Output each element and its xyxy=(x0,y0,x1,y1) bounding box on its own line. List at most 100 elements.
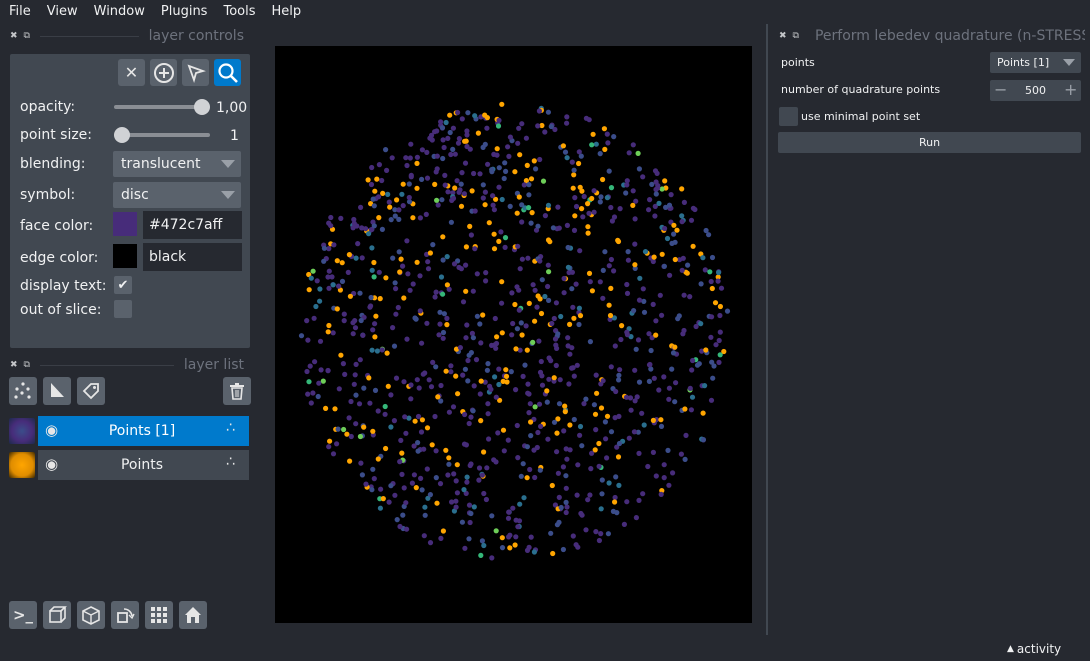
menu-view[interactable]: View xyxy=(46,4,78,19)
point-marker xyxy=(433,289,439,295)
point-marker xyxy=(423,211,429,217)
run-button[interactable]: Run xyxy=(778,132,1081,153)
display-text-checkbox[interactable]: ✔ xyxy=(114,276,132,294)
point-marker xyxy=(336,386,342,392)
point-marker xyxy=(553,362,559,369)
decrement-icon[interactable]: − xyxy=(994,80,1008,99)
point-marker xyxy=(512,301,518,308)
point-marker xyxy=(546,269,552,275)
symbol-dropdown[interactable]: disc xyxy=(113,182,241,208)
close-dock-icon[interactable]: ✖ xyxy=(10,360,18,370)
point-marker xyxy=(321,245,327,251)
point-marker xyxy=(706,232,712,238)
face-color-swatch[interactable] xyxy=(113,212,137,236)
point-marker xyxy=(710,375,716,381)
add-points-button[interactable] xyxy=(150,59,177,86)
dock-splitter[interactable] xyxy=(766,24,768,635)
face-color-input[interactable]: #472c7aff xyxy=(143,211,242,239)
layer-row[interactable]: ◉ Points ∴ xyxy=(8,450,249,480)
transpose-button[interactable] xyxy=(111,601,139,629)
delete-points-button[interactable]: ✕ xyxy=(118,59,145,86)
menu-tools[interactable]: Tools xyxy=(223,4,256,19)
menu-window[interactable]: Window xyxy=(93,4,145,19)
blending-dropdown[interactable]: translucent xyxy=(113,151,241,177)
point-marker xyxy=(666,396,672,402)
point-marker xyxy=(717,329,723,335)
point-size-slider-track[interactable] xyxy=(114,133,210,137)
point-marker xyxy=(573,542,579,548)
point-marker xyxy=(481,542,487,549)
grid-view-button[interactable] xyxy=(145,601,173,629)
point-size-slider-handle[interactable] xyxy=(114,127,130,143)
close-dock-icon[interactable]: ✖ xyxy=(10,31,18,41)
viewer-canvas[interactable] xyxy=(275,46,752,623)
point-marker xyxy=(533,166,539,172)
points-param-dropdown[interactable]: Points [1] xyxy=(990,52,1081,73)
point-marker xyxy=(602,249,608,255)
opacity-slider-handle[interactable] xyxy=(194,99,210,115)
point-marker xyxy=(479,472,485,478)
reset-view-button[interactable] xyxy=(179,601,207,629)
point-marker xyxy=(603,436,609,442)
point-marker xyxy=(459,116,465,122)
point-marker xyxy=(440,155,446,162)
point-marker xyxy=(440,329,447,336)
point-marker xyxy=(407,287,413,293)
delete-layer-button[interactable] xyxy=(223,377,251,405)
edge-color-swatch[interactable] xyxy=(113,244,137,268)
console-button[interactable]: >_ xyxy=(9,601,37,629)
float-dock-icon[interactable]: ⧉ xyxy=(23,360,30,370)
point-marker xyxy=(457,345,463,351)
nq-spinbox[interactable]: − 500 + xyxy=(990,80,1081,101)
opacity-slider-track[interactable] xyxy=(114,105,206,109)
menu-plugins[interactable]: Plugins xyxy=(160,4,208,19)
point-marker xyxy=(516,194,522,200)
roll-dims-button[interactable] xyxy=(77,601,105,629)
point-marker xyxy=(499,535,505,541)
activity-toggle[interactable]: ▲ activity xyxy=(1007,642,1061,656)
menu-help[interactable]: Help xyxy=(271,4,302,19)
close-dock-icon[interactable]: ✖ xyxy=(779,31,787,41)
point-marker xyxy=(467,146,473,152)
chevron-down-icon xyxy=(1063,59,1075,66)
point-marker xyxy=(715,274,721,280)
new-points-layer-button[interactable] xyxy=(9,377,37,405)
point-marker xyxy=(546,297,552,303)
minimal-point-set-checkbox[interactable] xyxy=(779,107,798,126)
edge-color-input[interactable]: black xyxy=(143,243,242,271)
point-marker xyxy=(433,169,439,175)
point-marker xyxy=(445,472,451,478)
new-labels-layer-button[interactable] xyxy=(77,377,105,405)
point-marker xyxy=(656,387,662,393)
point-marker xyxy=(721,348,727,355)
point-marker xyxy=(561,290,567,296)
out-of-slice-checkbox[interactable] xyxy=(114,300,132,318)
toggle-ndisplay-button[interactable] xyxy=(43,601,71,629)
blending-value: translucent xyxy=(121,156,201,172)
point-marker xyxy=(433,448,439,454)
select-points-button[interactable] xyxy=(182,59,209,86)
point-marker xyxy=(527,401,533,407)
point-marker xyxy=(427,135,433,141)
point-marker xyxy=(500,427,507,433)
eye-icon[interactable]: ◉ xyxy=(45,455,59,473)
layer-row[interactable]: ◉ Points [1] ∴ xyxy=(8,416,249,446)
pan-zoom-button[interactable] xyxy=(214,59,241,86)
point-marker xyxy=(545,262,551,268)
float-dock-icon[interactable]: ⧉ xyxy=(23,31,30,41)
point-size-value: 1 xyxy=(230,128,239,144)
point-marker xyxy=(515,243,521,249)
point-marker xyxy=(709,359,715,365)
float-dock-icon[interactable]: ⧉ xyxy=(792,31,799,41)
point-marker xyxy=(563,485,569,491)
eye-icon[interactable]: ◉ xyxy=(45,421,59,439)
point-marker xyxy=(688,217,695,223)
increment-icon[interactable]: + xyxy=(1064,80,1078,99)
point-marker xyxy=(298,333,305,339)
point-marker xyxy=(506,509,512,515)
point-marker xyxy=(652,203,658,209)
point-marker xyxy=(630,142,636,148)
menu-file[interactable]: File xyxy=(9,4,31,19)
point-marker xyxy=(653,473,659,479)
new-shapes-layer-button[interactable] xyxy=(43,377,71,405)
